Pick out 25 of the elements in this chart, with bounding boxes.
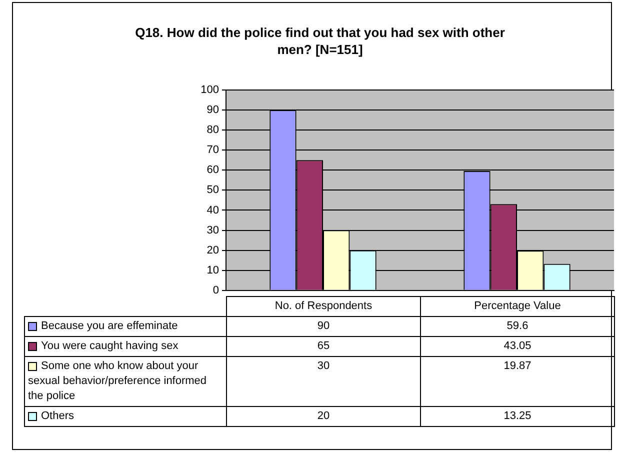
y-tick-label: 70 (206, 144, 219, 156)
y-tick-label: 40 (206, 204, 219, 216)
y-tick-label: 0 (212, 284, 219, 296)
x-tick-label: No. of Respondents (226, 296, 420, 316)
legend-label: Because you are effeminate (24, 316, 226, 336)
y-tick-label: 60 (206, 164, 219, 176)
y-tick-label: 10 (206, 264, 219, 276)
y-tick-label: 30 (206, 224, 219, 236)
data-label: 43.05 (420, 336, 614, 356)
y-tick-label: 100 (200, 84, 219, 96)
y-tick-label: 20 (206, 244, 219, 256)
data-label: 59.6 (420, 316, 614, 336)
legend-label: Others (24, 406, 226, 426)
data-label: 13.25 (420, 406, 614, 426)
x-tick-label: Percentage Value (420, 296, 614, 316)
y-tick-label: 80 (206, 124, 219, 136)
y-tick-label: 90 (206, 104, 219, 116)
data-label: 19.87 (420, 356, 614, 406)
data-label: 90 (226, 316, 420, 336)
y-tick-label: 50 (206, 184, 219, 196)
data-label: 65 (226, 336, 420, 356)
legend-label: Some one who know about your sexual behavior/preference informed the police (24, 356, 226, 406)
chart-title: Q18. How did the police find out that you had sex with other men? [N=151] (134, 24, 506, 58)
data-label: 20 (226, 406, 420, 426)
legend-label: You were caught having sex (24, 336, 226, 356)
